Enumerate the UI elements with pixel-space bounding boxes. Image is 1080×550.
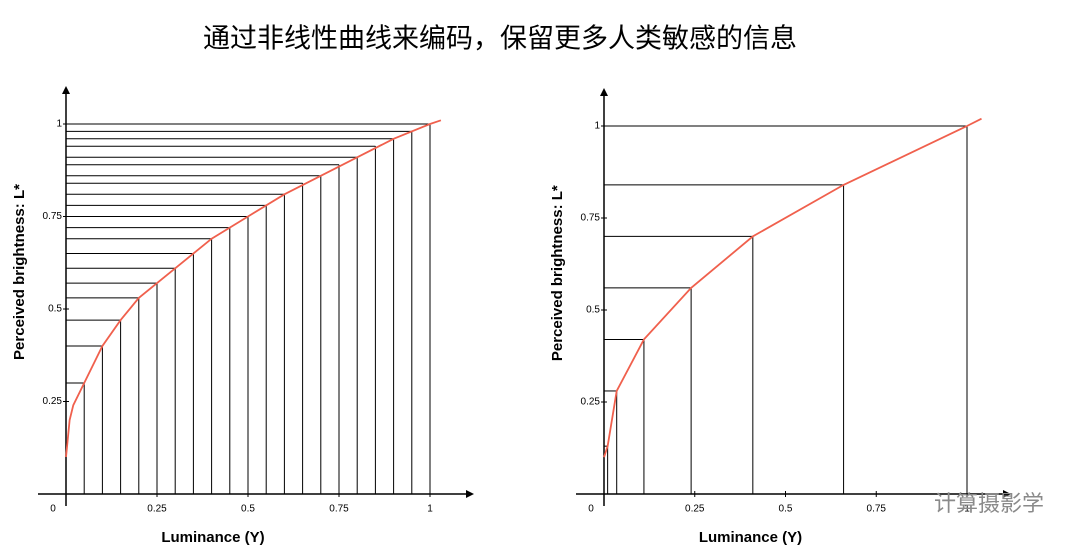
y-tick-label: 0.75	[581, 213, 601, 224]
x-arrow	[1003, 490, 1011, 498]
x-axis-label: Luminance (Y)	[161, 529, 264, 546]
x-tick-label: 1	[427, 504, 433, 515]
x-tick-label: 0.5	[241, 504, 255, 515]
watermark: 计算摄影学	[934, 492, 1044, 517]
y-tick-label: 0.25	[581, 397, 601, 408]
slide-title: 通过非线性曲线来编码，保留更多人类敏感的信息	[203, 24, 797, 55]
y-tick-label: 1	[56, 119, 62, 130]
y-tick-label: 1	[594, 121, 600, 132]
x-tick-label: 0.75	[867, 504, 887, 515]
y-tick-label: 0.5	[48, 304, 62, 315]
x-arrow	[466, 490, 474, 498]
y-tick-label: 0.25	[43, 396, 63, 407]
x-tick-label: 0.5	[779, 504, 793, 515]
curve	[603, 117, 982, 458]
x-axis-label: Luminance (Y)	[699, 529, 802, 546]
x-tick-label: 0	[50, 504, 56, 515]
y-arrow	[62, 86, 70, 94]
y-axis-label: Perceived brightness: L*	[11, 184, 28, 360]
x-tick-label: 0.25	[147, 504, 167, 515]
x-tick-label: 1	[964, 504, 970, 515]
x-tick-label: 0	[588, 504, 594, 515]
y-tick-label: 0.75	[43, 211, 63, 222]
curve	[65, 119, 442, 458]
y-tick-label: 0.5	[586, 305, 600, 316]
x-tick-label: 0.75	[329, 504, 349, 515]
x-tick-label: 0.25	[685, 504, 705, 515]
y-axis-label: Perceived brightness: L*	[549, 185, 566, 361]
y-arrow	[600, 88, 608, 96]
